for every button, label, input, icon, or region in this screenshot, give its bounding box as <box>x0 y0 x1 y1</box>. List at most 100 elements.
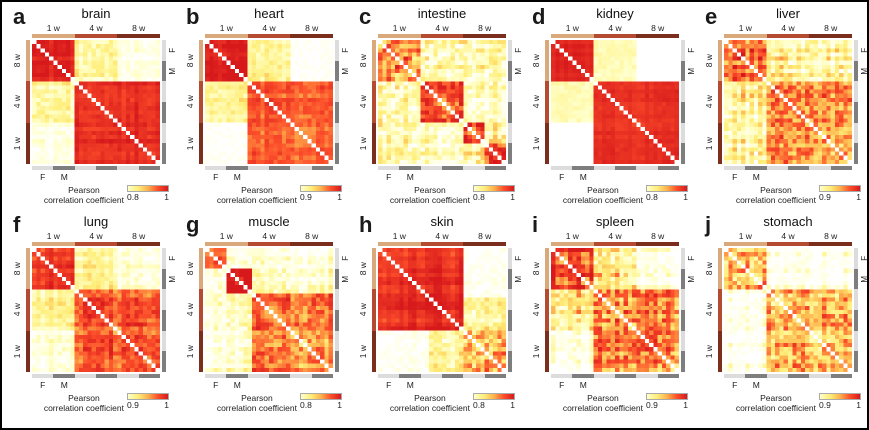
colorbar-max-value: 1 <box>856 400 861 410</box>
colorbar-label: Pearson correlation coefficient <box>736 393 816 413</box>
sex-f-swatch <box>681 40 685 61</box>
sex-annotation-bar-right <box>335 248 339 373</box>
sex-m-swatch <box>508 102 512 123</box>
sex-m-swatch <box>311 166 333 170</box>
age-tick-8w: 8 w <box>357 262 368 276</box>
colorbar-max-value: 1 <box>856 192 861 202</box>
colorbar-values: 0.8 1 <box>300 400 342 410</box>
panel-title: brain <box>81 6 111 21</box>
age-annotation-bar-left <box>26 40 30 164</box>
age-1w-swatch <box>551 34 594 38</box>
age-axis-top: 1 w 4 w 8 w <box>205 231 333 241</box>
colorbar-min-value: 0.8 <box>127 192 139 202</box>
sex-m-swatch <box>787 374 810 378</box>
sex-m-swatch <box>508 60 512 82</box>
sex-f-swatch <box>205 374 227 378</box>
age-tick-4w: 4 w <box>184 303 195 317</box>
age-8w-swatch <box>117 242 161 246</box>
sex-annotation-bar-right <box>508 248 512 373</box>
sex-m-swatch <box>508 310 512 331</box>
colorbar-values: 0.8 1 <box>127 192 169 202</box>
sex-m-swatch <box>311 374 333 378</box>
age-8w-swatch <box>372 330 376 372</box>
sex-m-swatch <box>335 268 339 290</box>
sex-m-swatch <box>508 351 512 373</box>
sex-tick-f: F <box>386 172 392 182</box>
sex-f-swatch <box>247 374 269 378</box>
age-8w-swatch <box>545 122 549 164</box>
panel-title: spleen <box>595 214 635 229</box>
colorbar: 0.9 1 <box>646 391 688 410</box>
colorbar-gradient <box>127 185 169 192</box>
age-annotation-bar-top <box>378 242 507 246</box>
age-axis-top: 1 w 4 w 8 w <box>551 231 679 241</box>
sex-f-swatch <box>508 81 512 103</box>
colorbar-gradient <box>300 393 342 400</box>
age-tick-4w: 4 w <box>89 23 103 33</box>
sex-tick-f: F <box>859 255 869 261</box>
colorbar-label-line2: correlation coefficient <box>389 402 470 413</box>
age-1w-swatch <box>26 248 30 290</box>
correlation-heatmap <box>378 40 506 164</box>
sex-f-swatch <box>508 248 512 269</box>
sex-tick-f: F <box>559 172 565 182</box>
sex-f-swatch <box>636 374 658 378</box>
sex-f-swatch <box>551 374 573 378</box>
age-tick-8w: 8 w <box>703 54 714 68</box>
panel-title: heart <box>254 6 284 21</box>
heatmap-panel: g muscle 1 w 4 w 8 w 8 w 4 w 1 w F M <box>175 214 349 422</box>
sex-annotation-bar-right <box>508 40 512 165</box>
age-1w-swatch <box>205 34 248 38</box>
panel-title: lung <box>83 214 109 229</box>
sex-annotation-bar-bottom <box>378 166 506 170</box>
age-tick-1w: 1 w <box>738 231 752 241</box>
sex-tick-m: M <box>859 275 869 283</box>
sex-m-swatch <box>854 102 858 123</box>
age-tick-1w: 1 w <box>219 23 233 33</box>
colorbar-label-line1: Pearson <box>241 185 273 195</box>
heatmap-panel: j stomach 1 w 4 w 8 w 8 w 4 w 1 w F M <box>694 214 867 422</box>
sex-f-swatch <box>290 374 312 378</box>
age-tick-4w: 4 w <box>262 23 276 33</box>
sex-tick-m: M <box>579 172 587 182</box>
age-4w-swatch <box>593 34 637 38</box>
sex-f-swatch <box>854 330 858 352</box>
sex-tick-m: M <box>406 380 414 390</box>
colorbar-gradient <box>473 185 515 192</box>
age-tick-1w: 1 w <box>392 231 406 241</box>
sex-m-swatch <box>681 268 685 290</box>
age-tick-1w: 1 w <box>392 23 406 33</box>
sex-tick-m: M <box>752 172 760 182</box>
age-tick-1w: 1 w <box>565 231 579 241</box>
age-1w-swatch <box>724 242 767 246</box>
colorbar-gradient <box>646 393 688 400</box>
age-axis-left: 8 w 4 w 1 w <box>9 248 24 372</box>
sex-m-swatch <box>657 374 679 378</box>
sex-f-swatch <box>681 122 685 144</box>
age-4w-swatch <box>718 81 722 123</box>
colorbar-label: Pearson correlation coefficient <box>563 185 643 205</box>
age-tick-1w: 1 w <box>46 23 60 33</box>
age-annotation-bar-top <box>32 242 161 246</box>
sex-f-swatch <box>854 289 858 311</box>
colorbar-gradient <box>819 185 861 192</box>
panel-letter: h <box>359 212 373 237</box>
sex-m-swatch <box>162 60 166 82</box>
age-4w-swatch <box>26 81 30 123</box>
age-tick-1w: 1 w <box>184 136 195 150</box>
correlation-heatmap <box>724 248 852 372</box>
sex-m-swatch <box>95 166 118 170</box>
sex-m-swatch <box>681 351 685 373</box>
colorbar-max-value: 1 <box>683 400 688 410</box>
age-annotation-bar-left <box>545 40 549 164</box>
colorbar-max-value: 1 <box>510 192 515 202</box>
age-1w-swatch <box>551 242 594 246</box>
colorbar-max-value: 1 <box>164 400 169 410</box>
colorbar-label-line2: correlation coefficient <box>389 194 470 205</box>
sex-f-swatch <box>508 330 512 352</box>
sex-m-swatch <box>162 102 166 123</box>
age-4w-swatch <box>199 289 203 331</box>
colorbar-legend: Pearson correlation coefficient 0.9 1 <box>700 183 861 205</box>
sex-m-swatch <box>162 351 166 373</box>
age-annotation-bar-top <box>724 34 853 38</box>
